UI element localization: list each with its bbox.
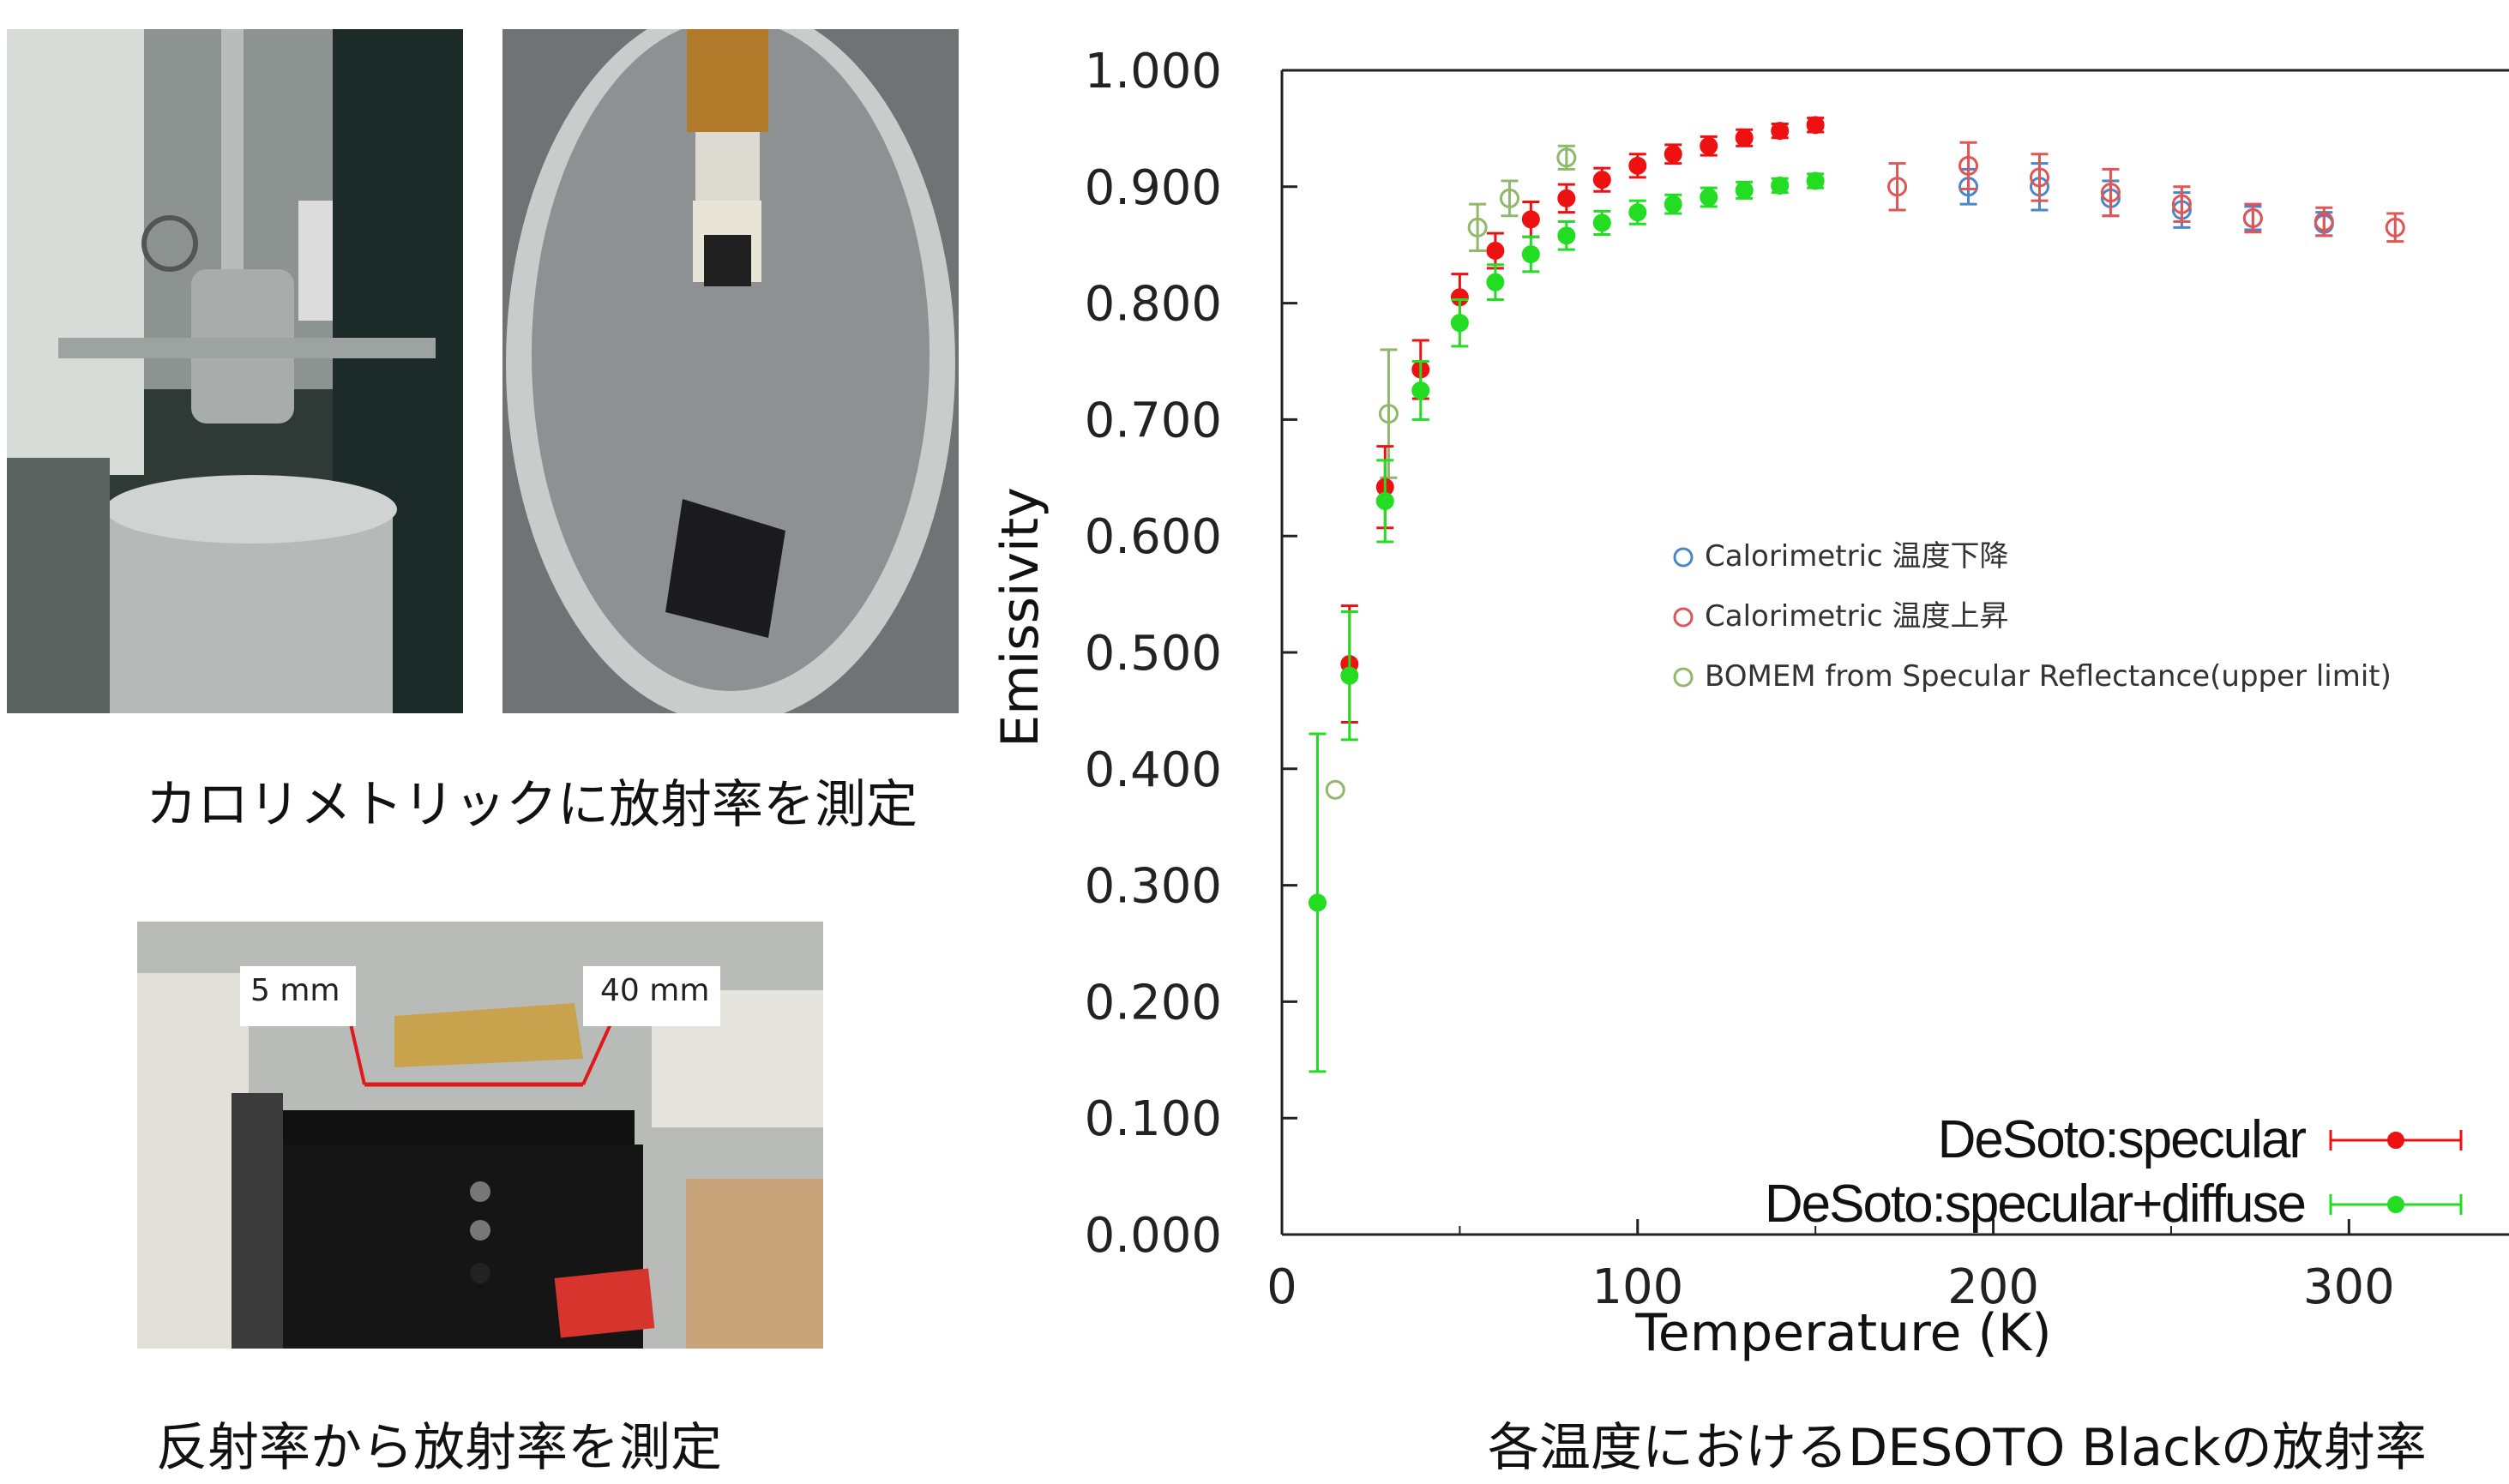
legend-marker [1673,607,1694,628]
calorimetric-caption: カロリメトリックに放射率を測定 [146,775,918,835]
data-point [1521,210,1540,229]
x-tick-label: 0 [1267,1259,1297,1315]
y-tick-label: 0.600 [1085,509,1222,565]
emissivity-chart: 0.000 0.100 0.200 0.300 0.400 0.500 0.600 0.700… [990,44,2509,1363]
data-point [1592,171,1611,189]
data-point [1378,404,1399,424]
series-group [1325,144,1577,800]
y-tick-label: 0.100 [1085,1091,1222,1147]
cryostat-photo [7,29,463,713]
series-group [1887,141,2405,243]
data-point [1467,217,1488,237]
chart-caption: 各温度におけるDESOTO Blackの放射率 [1488,1418,2427,1478]
legend-label: DeSoto:specular+diffuse [1765,1175,2305,1234]
data-point [2242,207,2263,228]
series-group [1958,162,2334,237]
data-point [1556,147,1577,168]
legend-marker [2387,1132,2404,1149]
x-tick-label: 300 [2303,1259,2395,1315]
y-tick-label: 0.800 [1085,277,1222,333]
data-point [1958,155,1979,176]
data-point [1700,188,1718,207]
data-point [2385,217,2405,237]
y-tick-label: 0.700 [1085,393,1222,448]
dimension-label-5mm: 5 mm [250,973,340,1008]
y-tick-label: 0.500 [1085,626,1222,682]
series-group [1308,171,1825,1073]
y-tick-label: 0.900 [1085,160,1222,216]
data-point [1486,273,1505,291]
y-tick-label: 0.400 [1085,742,1222,798]
data-point [1557,189,1576,207]
data-point [1628,203,1647,222]
legend-label: DeSoto:specular [1938,1110,2307,1169]
data-point [1499,188,1519,208]
x-axis-label: Temperature (K) [1634,1303,2051,1363]
data-point [1521,245,1540,264]
legend-label: Calorimetric 温度下降 [1705,539,2009,574]
data-point [1735,129,1754,147]
x-tick-label: 100 [1591,1259,1683,1315]
dimension-label-40mm: 40 mm [600,973,710,1008]
data-point [1771,176,1790,195]
data-point [2313,212,2334,232]
data-point [1700,136,1718,155]
data-point [1340,666,1359,685]
y-tick-label: 0.300 [1085,859,1222,915]
legend-marker [1673,667,1694,688]
reflectance-setup-photo: 5 mm 40 mm [137,922,823,1349]
y-tick-label: 0.000 [1085,1208,1222,1264]
data-point [1887,177,1908,197]
reflectance-caption: 反射率から放射率を測定 [156,1418,722,1478]
data-point [2029,167,2049,188]
legend-marker [2387,1196,2404,1213]
data-point [1557,226,1576,245]
data-point [1806,171,1825,190]
chamber-photo [502,29,959,713]
data-point [1628,156,1647,175]
data-point [1486,241,1505,260]
data-point [1664,195,1682,213]
y-tick-label: 0.200 [1085,975,1222,1030]
data-point [1450,314,1469,333]
data-point [2100,183,2121,203]
data-point [1771,122,1790,141]
data-point [2171,194,2192,214]
legend-label: Calorimetric 温度上昇 [1705,599,2009,634]
x-tick-label: 200 [1947,1259,2039,1315]
data-point [1664,145,1682,164]
data-point [1308,893,1327,912]
data-point [1325,779,1345,800]
legend-label: BOMEM from Specular Reflectance(upper li… [1705,659,2392,694]
data-point [1375,491,1394,510]
y-tick-label: 1.000 [1085,44,1222,99]
data-point [1735,181,1754,200]
data-point [1806,116,1825,135]
data-point [1592,213,1611,232]
legend-marker [1673,547,1694,568]
y-axis-label: Emissivity [990,487,1050,747]
data-point [1411,381,1430,400]
